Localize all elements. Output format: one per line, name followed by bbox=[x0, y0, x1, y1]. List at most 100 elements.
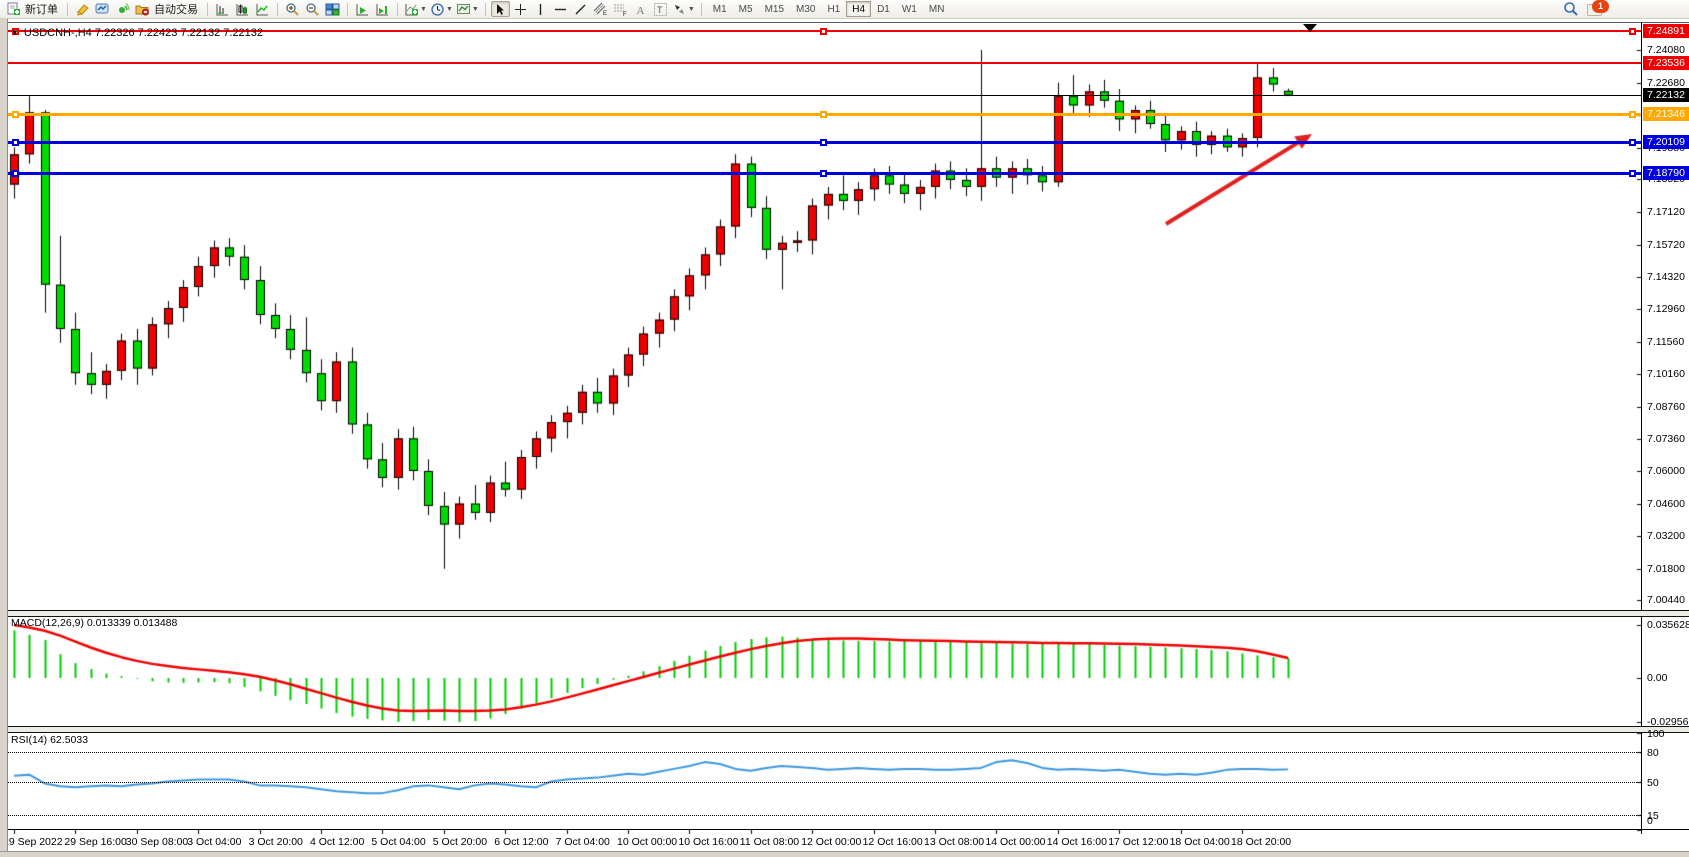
search-icon[interactable] bbox=[1563, 1, 1579, 17]
rsi-indicator-label: RSI(14) 62.5033 bbox=[11, 734, 89, 746]
marker-button[interactable] bbox=[73, 1, 92, 17]
date-label: 3 Oct 04:00 bbox=[187, 836, 242, 848]
price-tick-label: 7.14320 bbox=[1647, 271, 1685, 284]
hline-marker[interactable] bbox=[1629, 111, 1636, 118]
rsi-pane-splitter[interactable] bbox=[7, 726, 1689, 733]
arrows-tool-button[interactable]: ▼ bbox=[671, 1, 696, 17]
date-label: 18 Oct 04:00 bbox=[1169, 836, 1230, 848]
auto-scroll-button[interactable] bbox=[353, 1, 372, 17]
price-tick-label: 7.22680 bbox=[1647, 76, 1685, 89]
cursor-tool-button[interactable] bbox=[490, 1, 510, 17]
timeframe-button-M1[interactable]: M1 bbox=[712, 4, 727, 15]
timeframe-button-M30[interactable]: M30 bbox=[796, 4, 816, 15]
tile-windows-button[interactable] bbox=[323, 1, 342, 17]
navigator-button[interactable] bbox=[113, 1, 132, 17]
hline-7.23536[interactable] bbox=[8, 62, 1641, 64]
autotrade-label[interactable]: 自动交易 bbox=[154, 4, 198, 16]
hline-marker[interactable] bbox=[820, 111, 827, 118]
date-label: 11 Oct 08:00 bbox=[739, 836, 800, 848]
hline-marker[interactable] bbox=[1629, 28, 1636, 35]
date-label: 4 Oct 12:00 bbox=[310, 836, 365, 848]
zoom-out-button[interactable] bbox=[303, 1, 322, 17]
label-tool-button[interactable]: T bbox=[651, 1, 670, 17]
new-order-button[interactable] bbox=[4, 1, 23, 17]
hline-marker[interactable] bbox=[820, 28, 827, 35]
hline-marker[interactable] bbox=[12, 170, 19, 177]
horizontal-line-tool-button[interactable] bbox=[551, 1, 570, 17]
date-label: 14 Oct 00:00 bbox=[985, 836, 1046, 848]
timeframe-button-W1[interactable]: W1 bbox=[901, 4, 917, 15]
new-order-icon bbox=[7, 2, 20, 15]
hline-marker[interactable] bbox=[1629, 139, 1636, 146]
zoom-in-button[interactable] bbox=[283, 1, 302, 17]
vertical-line-tool-button[interactable] bbox=[531, 1, 550, 17]
crosshair-tool-button[interactable] bbox=[511, 1, 530, 17]
timeframe-button-H4[interactable]: H4 bbox=[846, 1, 872, 17]
autotrade-icon bbox=[135, 5, 149, 15]
macd-axis-label: 0.00 bbox=[1647, 672, 1668, 684]
templates-button[interactable]: ▼ bbox=[455, 1, 480, 17]
macd-axis-label: 0.035628 bbox=[1647, 618, 1689, 631]
svg-text:T: T bbox=[657, 5, 663, 15]
price-badge-7.21346: 7.21346 bbox=[1643, 107, 1689, 121]
timeframe-button-M15[interactable]: M15 bbox=[764, 4, 785, 15]
chart-title-text: USDCNH-,H4 7.22326 7.22423 7.22132 7.221… bbox=[23, 27, 264, 39]
date-label: 17 Oct 12:00 bbox=[1108, 836, 1169, 848]
timeframe-button-MN[interactable]: MN bbox=[928, 4, 945, 15]
vertical-line-icon bbox=[539, 3, 542, 15]
price-tick-label: 7.03200 bbox=[1647, 530, 1685, 543]
autotrade-button[interactable] bbox=[133, 1, 152, 17]
hline-marker[interactable] bbox=[12, 28, 19, 35]
new-order-label[interactable]: 新订单 bbox=[25, 4, 58, 16]
hline-marker[interactable] bbox=[12, 111, 19, 118]
rsi-axis-label: 50 bbox=[1647, 776, 1659, 789]
indicators-icon bbox=[405, 3, 418, 15]
price-tick-label: 7.10160 bbox=[1647, 368, 1685, 381]
price-badge-7.23536: 7.23536 bbox=[1643, 56, 1689, 70]
hline-marker[interactable] bbox=[12, 139, 19, 146]
trendline-tool-button[interactable] bbox=[571, 1, 590, 17]
candle-chart-mode-button[interactable] bbox=[233, 1, 252, 17]
date-label: 30 Sep 08:00 bbox=[125, 836, 189, 848]
indicators-button[interactable]: ▼ bbox=[403, 1, 428, 17]
rsi-level-80 bbox=[8, 752, 1641, 754]
periods-button[interactable]: ▼ bbox=[429, 1, 454, 17]
bar-chart-mode-button[interactable] bbox=[213, 1, 232, 17]
hline-marker[interactable] bbox=[820, 139, 827, 146]
date-label: 29 Sep 2022 bbox=[3, 836, 63, 848]
price-badge-7.20109: 7.20109 bbox=[1643, 135, 1689, 149]
date-label: 6 Oct 12:00 bbox=[494, 836, 549, 848]
rsi-axis-label: 0 bbox=[1647, 815, 1653, 827]
bar-chart-mode-icon bbox=[216, 3, 228, 15]
price-tick-label: 7.11560 bbox=[1647, 335, 1685, 348]
timeframe-button-H1[interactable]: H1 bbox=[827, 4, 841, 15]
macd-pane-splitter[interactable] bbox=[7, 610, 1689, 617]
price-tick-label: 7.07360 bbox=[1647, 433, 1685, 446]
text-label-icon: T bbox=[653, 2, 667, 16]
timeframe-button-M5[interactable]: M5 bbox=[738, 4, 753, 15]
hline-marker[interactable] bbox=[1629, 170, 1636, 177]
chevron-down-icon: ▼ bbox=[445, 5, 453, 13]
chevron-down-icon: ▼ bbox=[420, 5, 427, 13]
price-tick-label: 7.00440 bbox=[1647, 594, 1685, 607]
price-tick-label: 7.01800 bbox=[1647, 562, 1685, 575]
notifications-button[interactable]: 1 bbox=[1587, 0, 1609, 17]
chart-shift-marker[interactable] bbox=[1303, 24, 1317, 32]
chart-shift-button[interactable] bbox=[373, 1, 392, 17]
window-bottom-edge bbox=[0, 851, 1689, 857]
symbol-dropdown-icon[interactable]: ▼ bbox=[11, 28, 19, 37]
hline-7.22132[interactable] bbox=[8, 95, 1641, 96]
date-label: 12 Oct 16:00 bbox=[862, 836, 923, 848]
channel-tool-button[interactable]: E bbox=[591, 1, 610, 17]
window-left-edge bbox=[0, 19, 8, 857]
text-tool-button[interactable]: A bbox=[631, 1, 650, 17]
price-tick-label: 7.06000 bbox=[1647, 464, 1685, 477]
auto-scroll-icon bbox=[356, 3, 368, 15]
toolbar-separator bbox=[700, 2, 702, 16]
fibonacci-tool-button[interactable]: F bbox=[611, 1, 630, 17]
toolbar-separator bbox=[277, 2, 278, 16]
line-chart-mode-button[interactable] bbox=[253, 1, 272, 17]
hline-marker[interactable] bbox=[820, 170, 827, 177]
quotes-window-button[interactable] bbox=[93, 1, 112, 17]
timeframe-button-D1[interactable]: D1 bbox=[877, 4, 890, 15]
